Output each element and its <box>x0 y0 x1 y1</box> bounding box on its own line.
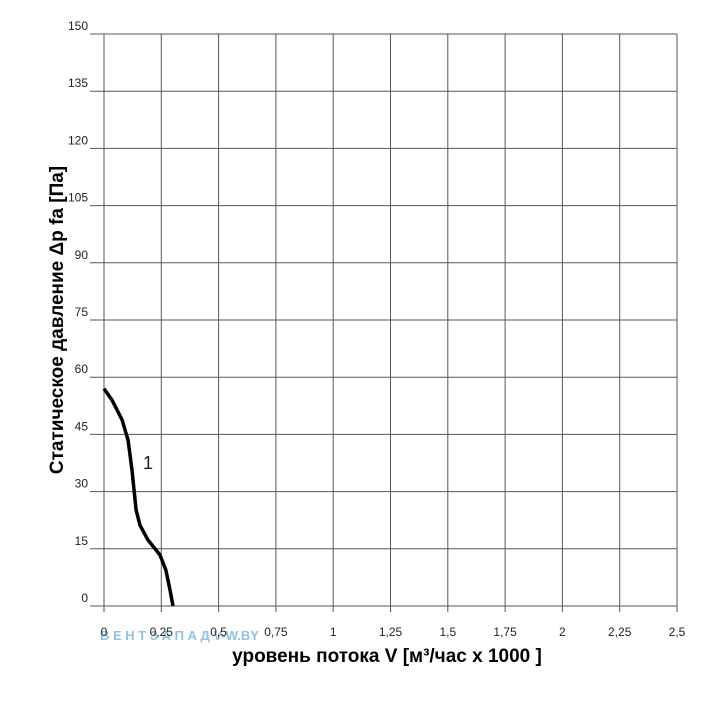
x-tick-label: 0,75 <box>264 625 288 639</box>
y-tick-label: 105 <box>68 191 88 205</box>
x-tick-label: 0,25 <box>150 625 174 639</box>
y-tick-label: 15 <box>75 534 89 548</box>
x-tick-label: 1,25 <box>379 625 403 639</box>
y-tick-label: 120 <box>68 133 88 147</box>
curve-label: 1 <box>143 453 153 473</box>
x-tick-label: 1,5 <box>439 625 456 639</box>
watermark: В Е Н Т З А П А Д V-W.BY <box>100 628 259 643</box>
y-tick-label: 135 <box>68 76 88 90</box>
y-tick-label: 60 <box>75 362 89 376</box>
y-tick-label: 75 <box>75 305 89 319</box>
curve <box>102 387 175 607</box>
y-tick-label: 90 <box>75 248 89 262</box>
x-tick-label: 0 <box>101 625 108 639</box>
y-tick-label: 0 <box>81 591 88 605</box>
y-axis-title: Статическое давление Δp fa [Па] <box>47 166 68 474</box>
x-tick-label: 1 <box>330 625 337 639</box>
y-tick-label: 150 <box>68 19 88 33</box>
x-tick-label: 0,5 <box>210 625 227 639</box>
x-tick-label: 1,75 <box>493 625 517 639</box>
x-tick-label: 2,25 <box>608 625 632 639</box>
x-axis-title: уровень потока V [м³/час x 1000 ] <box>232 646 542 667</box>
x-tick-label: 2 <box>559 625 566 639</box>
y-tick-label: 45 <box>75 419 89 433</box>
y-tick-label: 30 <box>75 477 89 491</box>
x-tick-label: 2,5 <box>669 625 686 639</box>
